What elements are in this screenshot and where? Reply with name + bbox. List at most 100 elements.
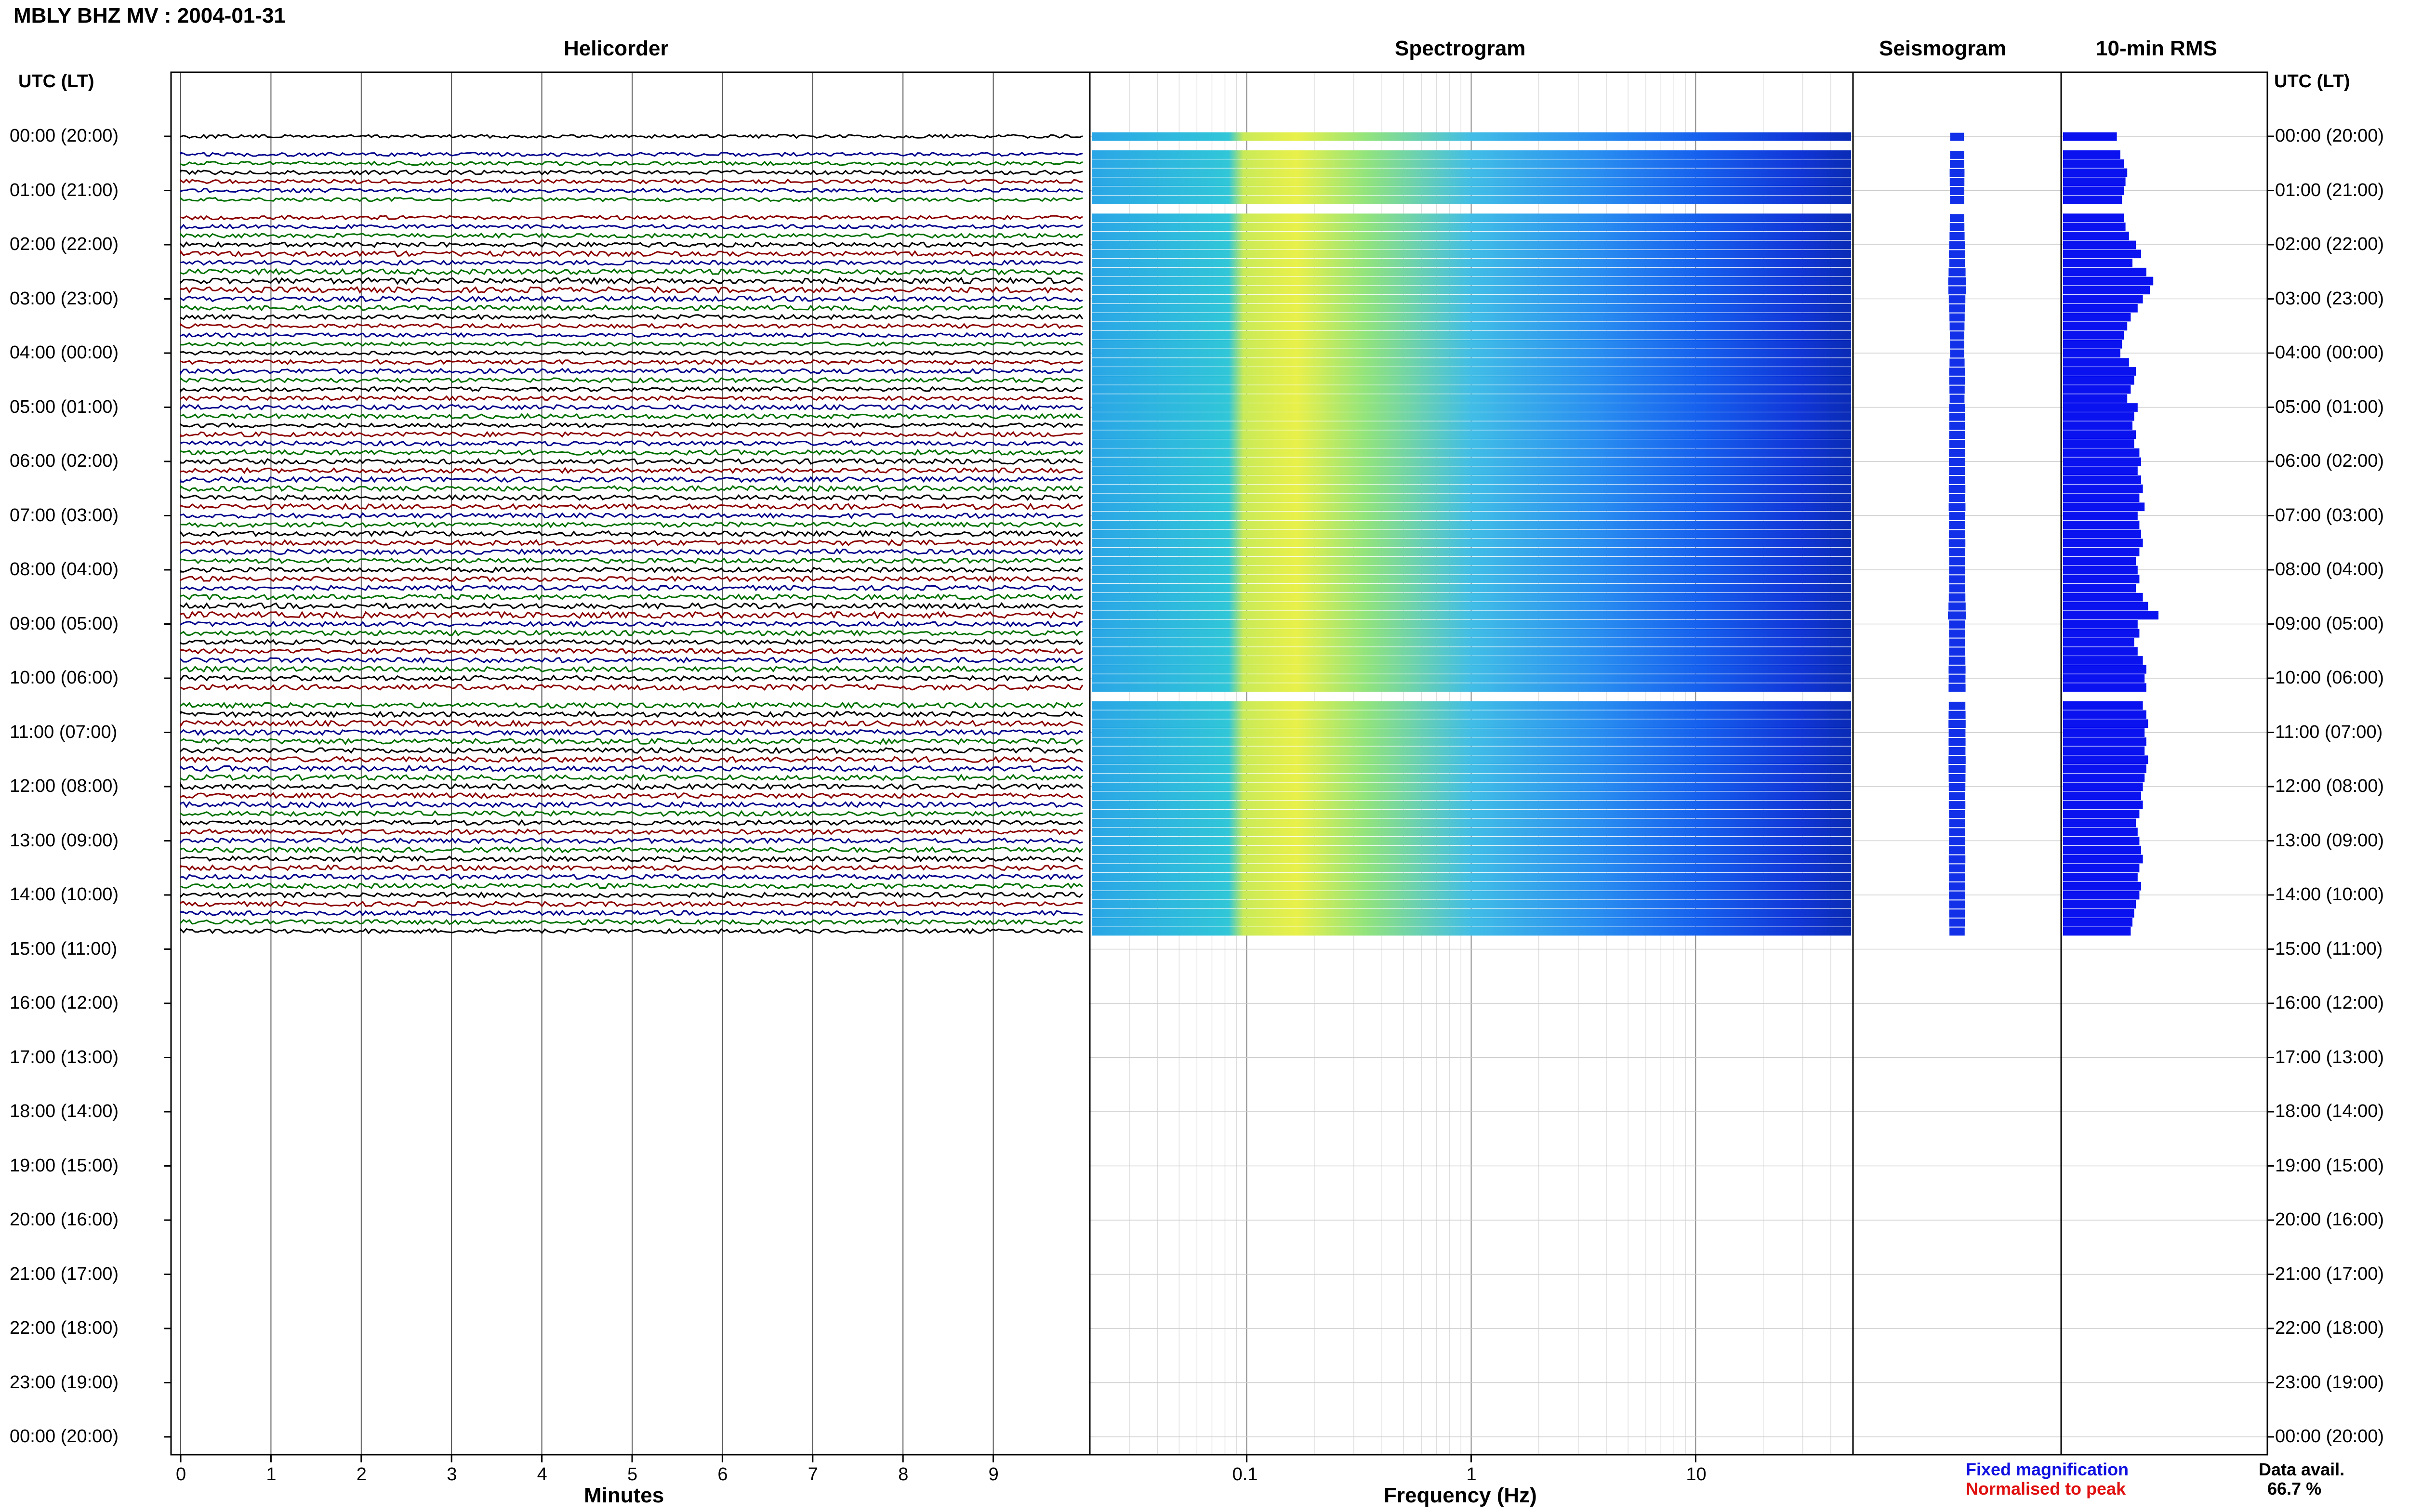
helicorder-trace bbox=[180, 810, 1083, 817]
seismogram-row bbox=[1950, 159, 1964, 168]
seismogram-row bbox=[1949, 259, 1965, 267]
rms-bar bbox=[2063, 331, 2124, 340]
rms-bar bbox=[2063, 746, 2145, 755]
rms-bar bbox=[2063, 177, 2126, 186]
rms-bar bbox=[2063, 159, 2124, 168]
helicorder-trace bbox=[180, 431, 1083, 438]
rms-bar bbox=[2063, 520, 2140, 529]
spectrogram-band bbox=[1092, 918, 1851, 927]
rms-bar bbox=[2063, 430, 2136, 439]
spectrogram-band bbox=[1092, 150, 1851, 159]
spectrogram-band bbox=[1092, 267, 1851, 276]
seismogram-row bbox=[1949, 846, 1965, 855]
hour-label-left: 19:00 (15:00) bbox=[10, 1155, 119, 1176]
helicorder-trace bbox=[180, 584, 1083, 592]
hour-label-left: 05:00 (01:00) bbox=[10, 396, 119, 417]
spectrogram-band bbox=[1092, 592, 1851, 602]
minute-tick-label: 6 bbox=[717, 1464, 728, 1485]
spectrogram-band bbox=[1092, 322, 1851, 331]
rms-bar bbox=[2063, 421, 2132, 430]
rms-bar bbox=[2063, 548, 2140, 556]
helicorder-trace bbox=[180, 530, 1083, 538]
rms-bar bbox=[2063, 927, 2131, 936]
rms-bar bbox=[2063, 502, 2145, 512]
helicorder-trace bbox=[180, 359, 1083, 366]
helicorder-trace bbox=[180, 647, 1083, 655]
helicorder-trace bbox=[180, 629, 1083, 637]
spectrogram-band bbox=[1092, 213, 1851, 223]
rms-bar bbox=[2063, 223, 2126, 231]
hour-label-left: 15:00 (11:00) bbox=[10, 938, 118, 959]
spectrogram-band bbox=[1092, 195, 1851, 204]
minute-tick-label: 0 bbox=[176, 1464, 186, 1485]
rms-bar bbox=[2063, 828, 2138, 837]
rms-bar bbox=[2063, 340, 2122, 349]
rms-bar bbox=[2063, 773, 2145, 782]
seismogram-row bbox=[1949, 250, 1965, 259]
seismogram-row bbox=[1949, 440, 1965, 448]
spectrogram-band bbox=[1092, 186, 1851, 195]
rms-bar bbox=[2063, 719, 2148, 728]
rms-bar bbox=[2063, 584, 2136, 592]
spectrogram-band bbox=[1092, 837, 1851, 845]
helicorder-trace bbox=[180, 232, 1083, 239]
helicorder-trace bbox=[180, 133, 1083, 139]
helicorder-trace bbox=[180, 665, 1084, 673]
helicorder-trace bbox=[180, 413, 1083, 420]
spectrogram-band bbox=[1092, 710, 1851, 719]
spectrogram-band bbox=[1092, 250, 1851, 259]
rms-bar bbox=[2063, 512, 2138, 520]
hour-label-right: 23:00 (19:00) bbox=[2275, 1372, 2384, 1393]
helicorder-trace bbox=[180, 276, 1083, 285]
seismogram-row bbox=[1949, 891, 1965, 900]
rms-frame bbox=[2060, 71, 2268, 1456]
spectrogram-band bbox=[1092, 475, 1851, 484]
seismogram-row bbox=[1949, 512, 1965, 520]
helicorder-trace bbox=[180, 792, 1083, 800]
helicorder-trace bbox=[180, 521, 1083, 528]
spectrogram-band bbox=[1092, 303, 1851, 313]
spectrogram-band bbox=[1092, 728, 1851, 737]
hour-label-left: 04:00 (00:00) bbox=[10, 342, 119, 363]
seismogram-row bbox=[1949, 882, 1965, 891]
seismogram-row bbox=[1948, 710, 1966, 719]
helicorder-trace bbox=[180, 919, 1083, 926]
rms-bar bbox=[2063, 349, 2120, 358]
hour-label-right: 05:00 (01:00) bbox=[2275, 396, 2384, 417]
spectrogram-band bbox=[1092, 376, 1851, 385]
helicorder-trace bbox=[180, 728, 1083, 736]
spectrogram-band bbox=[1092, 276, 1851, 286]
helicorder-trace bbox=[180, 855, 1083, 863]
seismogram-row bbox=[1949, 828, 1965, 837]
helicorder-trace bbox=[180, 404, 1083, 411]
helicorder-trace bbox=[180, 249, 1083, 257]
hour-label-left: 02:00 (22:00) bbox=[10, 234, 119, 254]
seismogram-row bbox=[1949, 629, 1965, 638]
spectrogram-band bbox=[1092, 439, 1851, 448]
seismogram-row bbox=[1949, 548, 1965, 556]
seismogram-row bbox=[1948, 720, 1966, 728]
helicorder-trace bbox=[180, 160, 1083, 167]
spectrogram-band bbox=[1092, 665, 1851, 674]
helicorder-trace bbox=[180, 882, 1083, 890]
rms-bar bbox=[2063, 565, 2138, 575]
seismogram-row bbox=[1949, 864, 1965, 873]
helicorder-trace bbox=[180, 610, 1083, 619]
seismogram-row bbox=[1949, 394, 1965, 403]
rms-bar bbox=[2063, 873, 2138, 881]
rms-bar bbox=[2063, 837, 2140, 845]
rms-bar bbox=[2063, 764, 2146, 773]
seismogram-row bbox=[1949, 909, 1965, 918]
hour-label-left: 09:00 (05:00) bbox=[10, 613, 119, 634]
rms-bar bbox=[2063, 855, 2143, 864]
helicorder-trace bbox=[180, 774, 1083, 782]
rms-bar bbox=[2063, 801, 2143, 809]
spectrogram-band bbox=[1092, 927, 1851, 936]
helicorder-trace bbox=[180, 719, 1083, 728]
rms-bar bbox=[2063, 213, 2124, 223]
spectrogram-band bbox=[1092, 737, 1851, 746]
hour-label-left: 00:00 (20:00) bbox=[10, 126, 119, 146]
hour-label-left: 01:00 (21:00) bbox=[10, 180, 119, 200]
helicorder-trace bbox=[180, 350, 1083, 356]
rms-bar bbox=[2063, 710, 2146, 719]
